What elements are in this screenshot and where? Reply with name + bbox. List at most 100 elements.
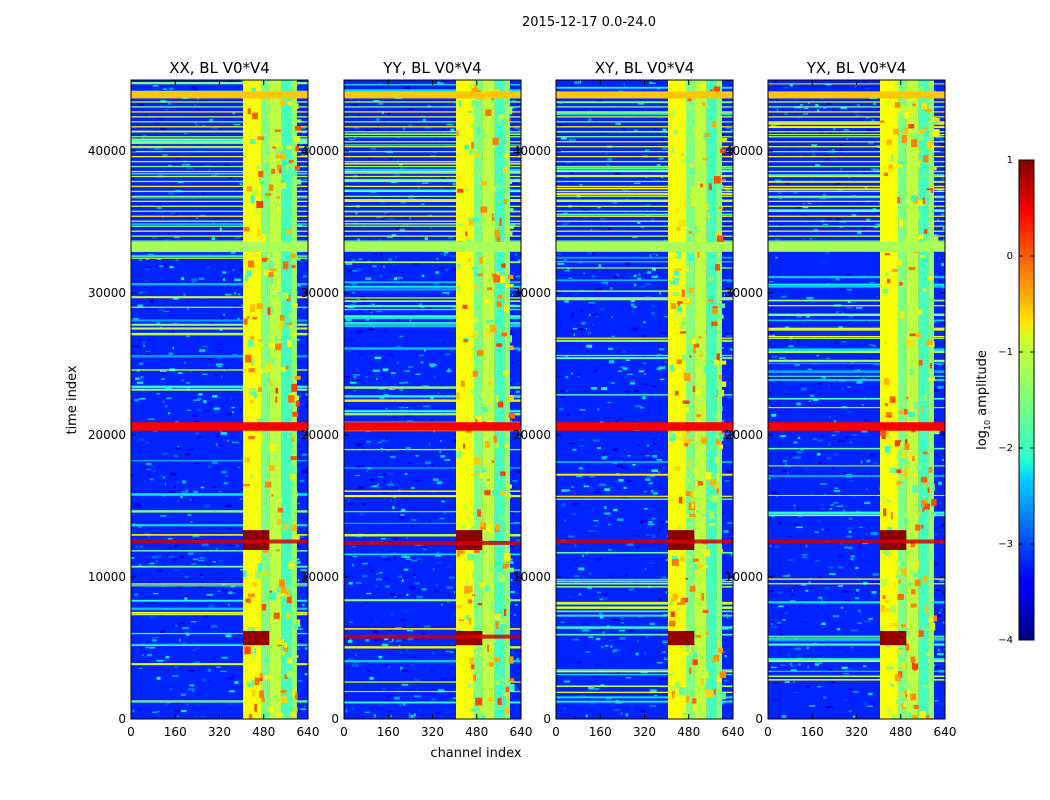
noise-pixel: [137, 339, 145, 342]
noise-pixel: [152, 129, 159, 132]
noise-pixel: [427, 444, 431, 446]
y-tick-label: 20000: [301, 428, 339, 442]
noise-pixel: [366, 470, 369, 473]
noise-pixel: [793, 110, 796, 113]
rfi-texture: [897, 593, 904, 600]
noise-pixel: [659, 348, 665, 351]
noise-pixel: [768, 281, 774, 284]
rfi-texture: [692, 347, 697, 354]
noise-pixel: [160, 515, 167, 517]
noise-pixel: [352, 545, 356, 548]
time-stripe: [556, 185, 733, 188]
noise-pixel: [573, 717, 577, 719]
noise-pixel: [811, 144, 818, 148]
noise-pixel: [160, 127, 167, 130]
rfi-texture: [467, 217, 474, 220]
noise-pixel: [445, 268, 448, 272]
noise-pixel: [629, 379, 636, 383]
noise-pixel: [158, 685, 160, 689]
rfi-texture: [276, 145, 283, 152]
noise-pixel: [187, 514, 192, 516]
noise-pixel: [208, 625, 211, 628]
noise-pixel: [833, 127, 836, 131]
noise-pixel: [367, 309, 372, 312]
rfi-channel-band: [482, 80, 495, 719]
time-stripe: [131, 385, 308, 388]
time-stripe: [344, 106, 521, 108]
noise-pixel: [585, 503, 592, 506]
noise-pixel: [730, 553, 733, 556]
noise-pixel: [372, 369, 380, 372]
noise-pixel: [177, 715, 179, 717]
noise-pixel: [873, 102, 877, 106]
rfi-texture: [470, 389, 478, 394]
rfi-texture: [918, 309, 923, 315]
noise-pixel: [300, 435, 303, 439]
noise-pixel: [395, 547, 402, 550]
time-stripe: [556, 111, 733, 113]
rfi-texture: [897, 196, 901, 204]
noise-pixel: [601, 281, 609, 284]
noise-pixel: [452, 131, 457, 135]
rfi-texture: [254, 677, 260, 686]
noise-pixel: [182, 627, 189, 630]
noise-pixel: [603, 416, 611, 419]
noise-pixel: [409, 586, 416, 589]
noise-pixel: [846, 138, 849, 141]
rfi-texture: [467, 237, 473, 241]
noise-pixel: [195, 647, 200, 649]
noise-pixel: [162, 265, 169, 268]
noise-pixel: [197, 381, 205, 383]
noise-pixel: [152, 85, 159, 87]
rfi-texture: [287, 435, 290, 438]
rfi-texture: [910, 656, 916, 663]
rfi-texture: [248, 714, 253, 719]
rfi-texture: [704, 682, 707, 691]
rfi-texture: [256, 201, 264, 209]
noise-pixel: [433, 478, 439, 481]
noise-pixel: [225, 504, 232, 507]
noise-pixel: [778, 357, 786, 360]
noise-pixel: [377, 476, 383, 478]
noise-pixel: [778, 522, 783, 524]
noise-pixel: [401, 669, 408, 673]
noise-pixel: [645, 478, 651, 481]
y-tick-label: 10000: [513, 570, 551, 584]
rfi-texture: [494, 657, 497, 662]
rfi-texture: [702, 157, 708, 161]
y-tick-label: 10000: [88, 570, 126, 584]
time-stripe: [131, 524, 308, 527]
noise-pixel: [302, 391, 308, 394]
noise-pixel: [937, 648, 941, 652]
rfi-texture: [703, 549, 711, 557]
noise-pixel: [412, 573, 416, 577]
noise-pixel: [637, 277, 642, 280]
noise-pixel: [620, 467, 627, 469]
noise-pixel: [871, 591, 877, 594]
rfi-channel-band: [918, 80, 929, 719]
time-stripe: [556, 685, 733, 688]
time-stripe: [344, 230, 521, 232]
rfi-texture: [273, 497, 279, 501]
time-stripe: [131, 155, 308, 158]
noise-pixel: [935, 137, 941, 140]
rfi-texture: [687, 460, 691, 468]
noise-pixel: [841, 388, 845, 390]
noise-pixel: [432, 567, 435, 571]
noise-pixel: [768, 282, 775, 284]
noise-pixel: [834, 277, 837, 280]
rfi-texture: [906, 396, 909, 400]
noise-pixel: [150, 486, 153, 489]
rfi-texture: [711, 475, 717, 479]
noise-pixel: [146, 651, 151, 653]
rfi-texture: [926, 551, 933, 560]
rfi-texture: [475, 697, 483, 706]
time-stripe: [131, 644, 308, 646]
rfi-texture: [252, 316, 258, 320]
rfi-texture: [486, 320, 493, 323]
rfi-texture: [691, 198, 696, 207]
rfi-texture: [255, 570, 262, 579]
time-stripe: [344, 175, 521, 178]
noise-pixel: [514, 127, 519, 130]
noise-pixel: [564, 519, 566, 522]
